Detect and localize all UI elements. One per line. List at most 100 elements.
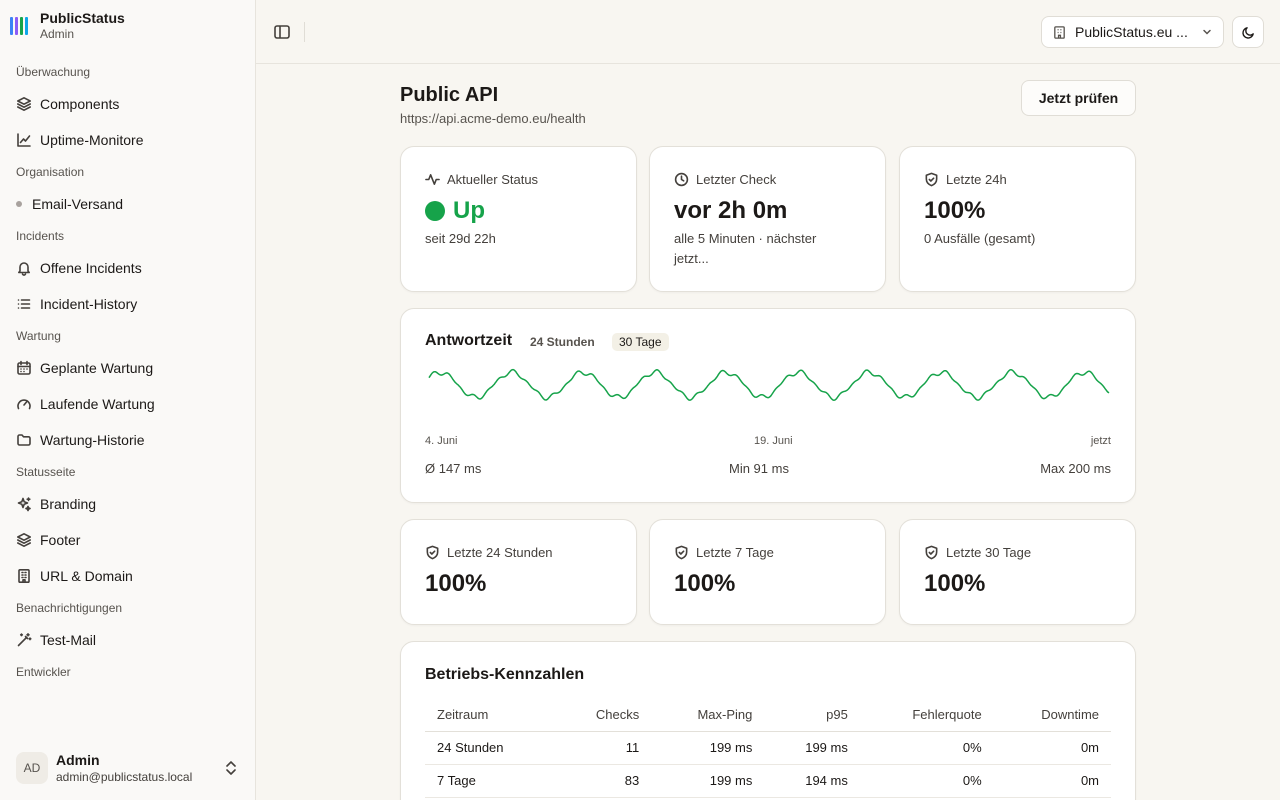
sidebar-item-components[interactable]: Components [0, 86, 256, 122]
sidebar-item-label: Components [40, 96, 120, 112]
table-cell: 11 [554, 731, 652, 765]
stat-card-24h: Letzte 24h 100% 0 Ausfälle (gesamt) [899, 146, 1136, 292]
brand-logo-icon [10, 16, 30, 35]
sidebar-item-offene-incidents[interactable]: Offene Incidents [0, 250, 256, 286]
nav-group-label: Organisation [16, 165, 85, 179]
calendar-icon [17, 360, 31, 375]
table-cell: 24 Stunden [425, 731, 555, 765]
response-time-card: Antwortzeit 24 Stunden 30 Tage 4. Juni 1… [400, 308, 1136, 503]
sidebar-item-uptime-monitore[interactable]: Uptime-Monitore [0, 122, 256, 158]
nav-group-label: Incidents [16, 229, 65, 243]
user-menu[interactable]: AD Admin admin@publicstatus.local [8, 744, 248, 792]
table-cell: 199 ms [651, 764, 765, 798]
kpi-card: Betriebs-Kennzahlen Zeitraum Checks Max-Pi… [400, 641, 1136, 800]
response-time-chart [428, 368, 1110, 401]
sidebar-item-wartung-historie[interactable]: Wartung-Historie [0, 422, 256, 458]
shield-check-icon [675, 545, 688, 560]
nav-group-label: Überwachung [16, 65, 91, 79]
x-axis-label-end: jetzt [1090, 435, 1111, 447]
column-header: Max-Ping [651, 698, 765, 732]
table-row: 24 Stunden 11 199 ms 199 ms 0% 0m [425, 731, 1111, 765]
stat-label-text: Letzter Check [696, 172, 777, 187]
user-email: admin@publicstatus.local [56, 769, 193, 784]
range-tab-30d[interactable]: 30 Tage [612, 333, 669, 351]
sidebar-toggle-icon[interactable] [272, 22, 292, 42]
logo-bar [25, 16, 28, 35]
gauge-icon [17, 399, 31, 410]
dot-icon [16, 201, 22, 207]
sidebar-item-label: Geplante Wartung [40, 360, 154, 376]
stat-label-text: Letzte 24 Stunden [447, 545, 553, 560]
kpi-title: Betriebs-Kennzahlen [425, 666, 585, 683]
sidebar-item-label: Test-Mail [40, 632, 97, 648]
list-icon [17, 299, 31, 309]
table-cell: 7 Tage [425, 764, 555, 798]
chart-max: Max 200 ms [1040, 461, 1111, 476]
sidebar-item-incident-history[interactable]: Incident-History [0, 286, 256, 322]
stat-label-text: Letzte 7 Tage [696, 545, 774, 560]
range-tab-24h[interactable]: 24 Stunden [530, 335, 595, 349]
uptime-card-30d: Letzte 30 Tage 100% [899, 519, 1136, 625]
table-cell: 0% [859, 764, 994, 798]
check-now-button[interactable]: Jetzt prüfen [1021, 80, 1136, 116]
theme-toggle-button[interactable] [1232, 16, 1264, 48]
uptime-card-7d: Letzte 7 Tage 100% [649, 519, 886, 625]
tenant-select-label: PublicStatus.eu ... [1075, 24, 1188, 40]
x-axis-label-start: 4. Juni [425, 435, 458, 447]
stat-sub: seit 29d 22h [425, 231, 496, 246]
logo-bar [20, 16, 23, 35]
top-bar: PublicStatus.eu ... [256, 0, 1280, 64]
shield-check-icon [925, 545, 938, 560]
stat-label-text: Letzte 24h [946, 172, 1007, 187]
shield-check-icon [925, 172, 938, 187]
stat-label-text: Aktueller Status [447, 172, 539, 187]
chart-min: Min 91 ms [729, 461, 789, 476]
shield-check-icon [426, 545, 439, 560]
status-value: Up [425, 196, 485, 226]
sidebar-item-label: Branding [40, 496, 97, 512]
column-header: Checks [554, 698, 652, 732]
stat-label: Letzte 30 Tage [924, 545, 1031, 560]
chevrons-up-down-icon [226, 761, 236, 775]
sidebar-item-geplante-wartung[interactable]: Geplante Wartung [0, 350, 256, 386]
stat-card-status: Aktueller Status Up seit 29d 22h [400, 146, 637, 292]
stat-sub: alle 5 Minuten · nächster jetzt... [674, 231, 817, 266]
stat-label-text: Letzte 30 Tage [946, 545, 1032, 560]
sidebar-item-label: Wartung-Historie [40, 432, 145, 448]
table-cell: 0% [859, 731, 994, 765]
stat-label: Letzte 24 Stunden [425, 545, 553, 560]
status-dot-icon [425, 201, 445, 221]
stat-value: 100% [924, 197, 986, 224]
sidebar-item-branding[interactable]: Branding [0, 486, 256, 522]
activity-icon [425, 174, 440, 185]
table-cell: 194 ms [764, 764, 860, 798]
sparkles-icon [17, 497, 31, 512]
stat-label: Aktueller Status [425, 172, 538, 187]
tenant-select[interactable]: PublicStatus.eu ... [1041, 16, 1224, 48]
column-header: Downtime [993, 698, 1111, 732]
sidebar-item-label: Footer [40, 532, 81, 548]
stat-value: 100% [924, 570, 986, 597]
nav-group-label: Benachrichtigungen [16, 601, 123, 615]
brand[interactable]: PublicStatus Admin [10, 9, 125, 42]
folder-icon [17, 434, 31, 446]
stat-value: vor 2h 0m [674, 197, 788, 224]
sidebar: PublicStatus Admin Überwachung Components… [0, 0, 256, 800]
stat-value: 100% [425, 570, 487, 597]
sidebar-item-label: Email-Versand [32, 196, 124, 212]
divider [304, 22, 305, 42]
sidebar-item-test-mail[interactable]: Test-Mail [0, 622, 256, 658]
stat-sub: 0 Ausfälle (gesamt) [924, 231, 1036, 246]
moon-icon [1241, 26, 1254, 39]
building-icon [1054, 25, 1065, 39]
uptime-card-24h: Letzte 24 Stunden 100% [400, 519, 637, 625]
table-row: 7 Tage 83 199 ms 194 ms 0% 0m [425, 764, 1111, 798]
sidebar-item-footer[interactable]: Footer [0, 522, 256, 558]
table-cell: 0m [993, 764, 1111, 798]
stat-label: Letzte 7 Tage [674, 545, 774, 560]
user-name: Admin [56, 751, 100, 768]
sidebar-item-email-versand[interactable]: Email-Versand [0, 186, 256, 222]
table-cell: 199 ms [651, 731, 765, 765]
sidebar-item-url-domain[interactable]: URL & Domain [0, 558, 256, 594]
sidebar-item-laufende-wartung[interactable]: Laufende Wartung [0, 386, 256, 422]
